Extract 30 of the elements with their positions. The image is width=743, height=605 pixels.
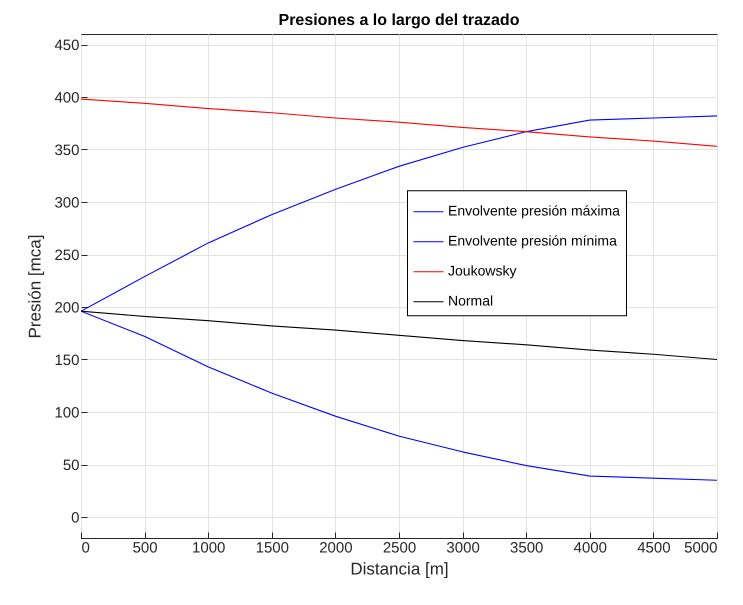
x-tick-label: 4500 xyxy=(637,540,671,556)
legend-label: Normal xyxy=(448,292,494,309)
x-tick-label: 2000 xyxy=(319,540,353,556)
x-tick-label: 1000 xyxy=(192,540,226,556)
y-tick-label: 0 xyxy=(71,510,80,526)
x-tick-label: 0 xyxy=(82,540,90,556)
legend-label: Envolvente presión máxima xyxy=(448,202,620,219)
y-tick-label: 50 xyxy=(62,457,80,474)
line-series xyxy=(81,310,717,360)
y-tick-label: 450 xyxy=(54,37,80,54)
y-tick-label: 150 xyxy=(54,352,80,369)
x-tick-label: 500 xyxy=(132,540,158,556)
y-tick-label: 400 xyxy=(54,90,80,106)
x-tick-label: 4000 xyxy=(574,540,607,556)
x-tick-label: 3500 xyxy=(510,540,544,556)
chart-title: Presiones a lo largo del trazado xyxy=(278,12,520,29)
y-axis-title: Presión [mca] xyxy=(25,234,44,338)
x-axis-title: Distancia [m] xyxy=(350,560,449,578)
y-tick-label: 300 xyxy=(54,194,80,212)
line-series xyxy=(81,98,717,147)
x-tick-label: 5000 xyxy=(684,540,718,556)
x-tick-label: 2500 xyxy=(382,540,416,556)
legend-label: Joukowsky xyxy=(448,262,516,279)
y-tick-label: 250 xyxy=(54,247,80,264)
x-tick-label: 3000 xyxy=(446,540,480,556)
y-tick-label: 200 xyxy=(54,300,80,316)
legend-label: Envolvente presión mínima xyxy=(448,232,618,249)
y-tick-label: 100 xyxy=(54,404,80,422)
y-tick-label: 350 xyxy=(54,142,80,159)
x-tick-label: 1500 xyxy=(256,540,289,556)
